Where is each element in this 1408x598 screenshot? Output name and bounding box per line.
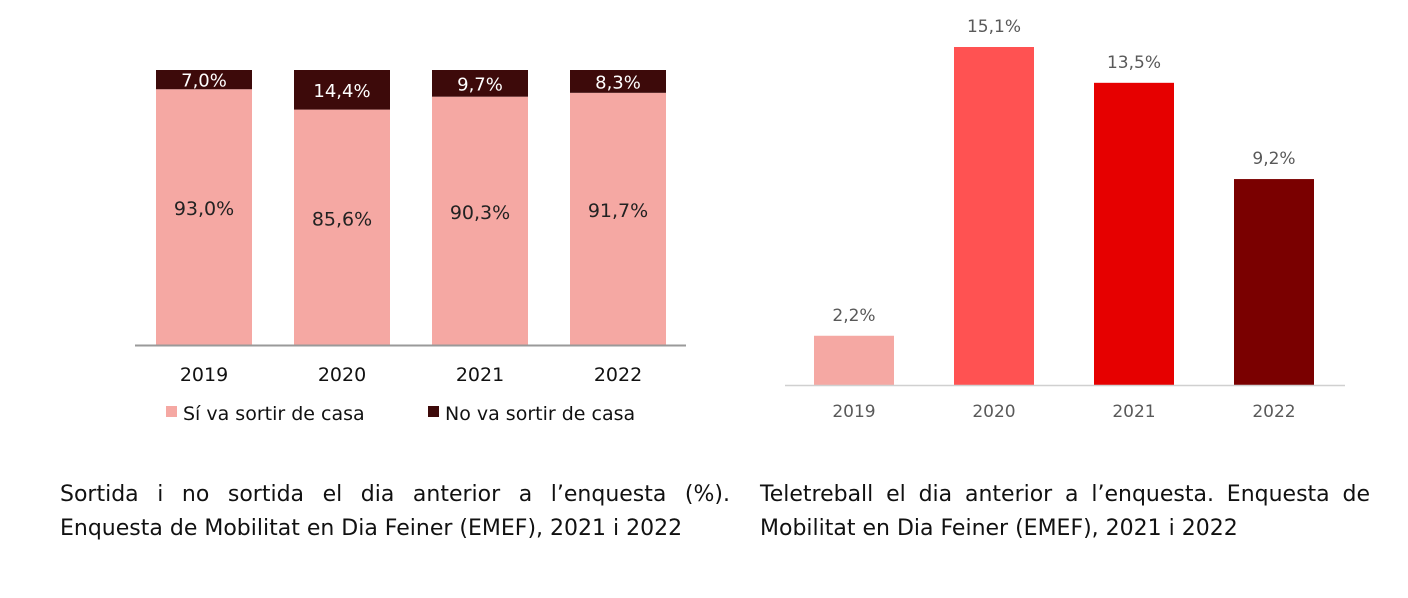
value-label-2021: 13,5% xyxy=(1107,53,1161,73)
stacked-bar-chart: 93,0% 7,0% 2019 85,6% 14,4% 2020 90,3% 9,7% 2021… xyxy=(135,70,686,425)
legend-swatch-no xyxy=(428,406,439,417)
x-tick-2020: 2020 xyxy=(972,402,1015,422)
left-caption-line-1: Sortida i no sortida el dia anterior a l… xyxy=(60,482,730,507)
label-2019-no: 7,0% xyxy=(181,71,227,92)
label-2021-no: 9,7% xyxy=(457,74,503,95)
bar-2019-si xyxy=(156,89,252,345)
x-tick-2021: 2021 xyxy=(456,364,504,386)
bar-2020-no xyxy=(294,70,390,110)
value-label-2019: 2,2% xyxy=(832,306,875,326)
right-caption-line-2: Mobilitat en Dia Feiner (EMEF), 2021 i 2… xyxy=(760,516,1238,541)
bar-2022 xyxy=(1234,179,1314,385)
x-tick-2019: 2019 xyxy=(180,364,228,386)
right-caption-line-1: Teletreball el dia anterior a l’enquesta… xyxy=(760,482,1370,507)
label-2020-no: 14,4% xyxy=(313,81,370,102)
bar-2019-no xyxy=(156,70,252,90)
bar-2021 xyxy=(1094,82,1174,385)
x-tick-2022: 2022 xyxy=(1252,402,1295,422)
label-2021-si: 90,3% xyxy=(450,202,510,224)
value-label-2022: 9,2% xyxy=(1252,149,1295,169)
left-chart-caption: Sortida i no sortida el dia anterior a l… xyxy=(60,478,730,546)
x-tick-2020: 2020 xyxy=(318,364,366,386)
right-chart-caption: Teletreball el dia anterior a l’enquesta… xyxy=(760,478,1370,546)
legend-label-no: No va sortir de casa xyxy=(445,403,635,425)
bar-2020-si xyxy=(294,109,390,345)
value-label-2020: 15,1% xyxy=(967,17,1021,37)
x-tick-2021: 2021 xyxy=(1112,402,1155,422)
x-tick-2019: 2019 xyxy=(832,402,875,422)
label-2022-si: 91,7% xyxy=(588,200,648,222)
bar-2022-si xyxy=(570,92,666,345)
left-caption-line-2: Enquesta de Mobilitat en Dia Feiner (EME… xyxy=(60,516,683,541)
bar-2022-no xyxy=(570,70,666,93)
label-2020-si: 85,6% xyxy=(312,208,372,230)
label-2019-si: 93,0% xyxy=(174,198,234,220)
legend-label-si: Sí va sortir de casa xyxy=(183,403,365,425)
x-tick-2022: 2022 xyxy=(594,364,642,386)
bar-2020 xyxy=(954,47,1034,385)
telework-bar-chart: 2,2% 2019 15,1% 2020 13,5% 2021 9,2% 2022 xyxy=(785,17,1345,422)
label-2022-no: 8,3% xyxy=(595,72,641,93)
bar-2021-si xyxy=(432,96,528,345)
bar-2019 xyxy=(814,335,894,385)
bar-2021-no xyxy=(432,70,528,97)
legend-swatch-si xyxy=(166,406,177,417)
